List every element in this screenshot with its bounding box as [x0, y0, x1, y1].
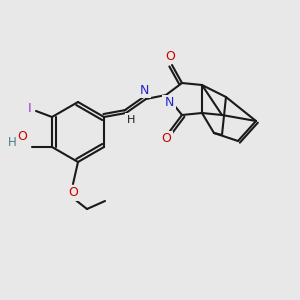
Text: H: H [8, 136, 16, 149]
Text: O: O [161, 133, 171, 146]
Text: O: O [165, 50, 175, 62]
Text: O: O [68, 187, 78, 200]
Text: I: I [28, 103, 32, 116]
Text: O: O [17, 130, 27, 143]
Text: H: H [127, 115, 135, 125]
Text: N: N [139, 83, 149, 97]
Text: N: N [164, 97, 174, 110]
